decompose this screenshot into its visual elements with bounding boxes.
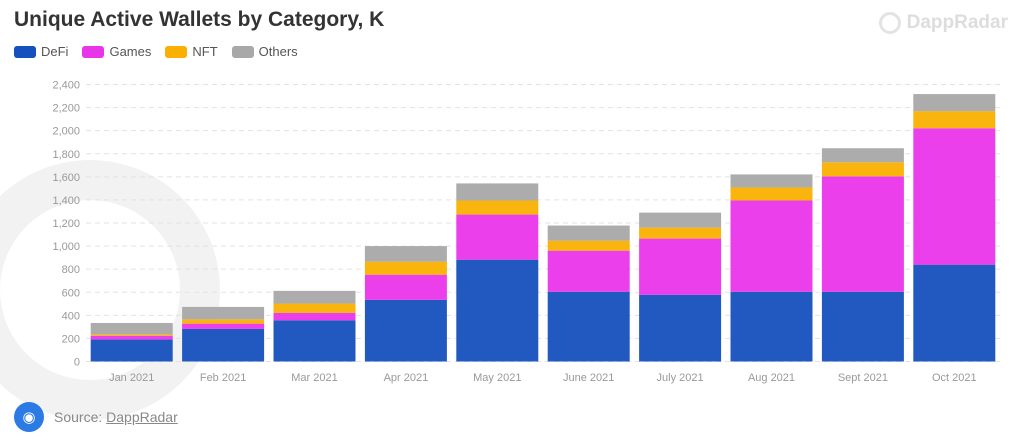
bar-others[interactable] bbox=[182, 306, 265, 320]
legend-label: Others bbox=[258, 44, 298, 59]
bar-games[interactable] bbox=[364, 274, 447, 300]
y-tick-label: 1,000 bbox=[52, 241, 80, 253]
y-tick-label: 1,400 bbox=[52, 195, 80, 207]
bar-defi[interactable] bbox=[456, 259, 539, 362]
legend-item-others[interactable]: Others bbox=[231, 44, 298, 59]
x-tick-label: Sept 2021 bbox=[838, 372, 888, 384]
bar-defi[interactable] bbox=[364, 299, 447, 362]
watermark-shape bbox=[0, 160, 220, 420]
bar-others[interactable] bbox=[456, 183, 539, 201]
bar-nft[interactable] bbox=[90, 334, 173, 336]
x-tick-label: Feb 2021 bbox=[200, 372, 246, 384]
bar-others[interactable] bbox=[547, 225, 630, 241]
legend-swatch bbox=[14, 45, 36, 58]
bar-games[interactable] bbox=[90, 335, 173, 340]
bar-others[interactable] bbox=[913, 94, 996, 112]
brand-name: DappRadar bbox=[906, 12, 1008, 33]
y-tick-label: 0 bbox=[74, 357, 80, 369]
x-tick-label: July 2021 bbox=[657, 372, 704, 384]
x-tick-label: Mar 2021 bbox=[291, 372, 337, 384]
y-tick-label: 2,200 bbox=[52, 103, 80, 115]
bar-defi[interactable] bbox=[547, 291, 630, 362]
bar-others[interactable] bbox=[273, 290, 356, 304]
x-tick-label: Oct 2021 bbox=[932, 372, 977, 384]
bar-others[interactable] bbox=[821, 148, 904, 163]
x-tick-label: June 2021 bbox=[563, 372, 614, 384]
dappradar-logo-icon: ◉ bbox=[14, 402, 44, 432]
bar-defi[interactable] bbox=[273, 320, 356, 362]
y-tick-label: 200 bbox=[62, 333, 80, 345]
y-tick-label: 400 bbox=[62, 310, 80, 322]
y-tick-label: 1,200 bbox=[52, 218, 80, 230]
legend-label: DeFi bbox=[41, 44, 69, 59]
bar-games[interactable] bbox=[913, 128, 996, 265]
bar-defi[interactable] bbox=[90, 339, 173, 362]
bar-nft[interactable] bbox=[456, 200, 539, 215]
x-tick-label: Jan 2021 bbox=[109, 372, 154, 384]
bar-nft[interactable] bbox=[182, 319, 265, 324]
bar-nft[interactable] bbox=[913, 111, 996, 129]
bar-nft[interactable] bbox=[364, 261, 447, 275]
bar-defi[interactable] bbox=[639, 294, 722, 362]
bar-games[interactable] bbox=[547, 250, 630, 292]
legend-swatch bbox=[82, 45, 105, 58]
legend-item-games[interactable]: Games bbox=[82, 44, 151, 59]
x-tick-label: Aug 2021 bbox=[748, 372, 795, 384]
bar-defi[interactable] bbox=[913, 264, 996, 362]
bar-defi[interactable] bbox=[182, 328, 265, 362]
x-tick-label: May 2021 bbox=[473, 372, 521, 384]
bar-nft[interactable] bbox=[639, 227, 722, 239]
legend-item-defi[interactable]: DeFi bbox=[14, 44, 68, 59]
source-label: Source: bbox=[54, 409, 103, 425]
legend: DeFi Games NFT Others bbox=[14, 44, 298, 59]
bar-nft[interactable] bbox=[273, 303, 356, 313]
bar-nft[interactable] bbox=[547, 240, 630, 251]
y-tick-label: 1,600 bbox=[52, 172, 80, 184]
y-tick-label: 2,000 bbox=[52, 126, 80, 138]
brand-watermark: DappRadar bbox=[878, 12, 1008, 34]
bar-others[interactable] bbox=[730, 174, 813, 188]
bar-games[interactable] bbox=[821, 176, 904, 292]
y-tick-label: 800 bbox=[62, 264, 80, 276]
bar-defi[interactable] bbox=[730, 291, 813, 362]
bar-nft[interactable] bbox=[730, 187, 813, 201]
bar-defi[interactable] bbox=[821, 291, 904, 362]
legend-item-nft[interactable]: NFT bbox=[165, 44, 218, 59]
bar-games[interactable] bbox=[730, 200, 813, 292]
bar-others[interactable] bbox=[639, 212, 722, 228]
source-link[interactable]: DappRadar bbox=[106, 409, 178, 425]
y-tick-label: 600 bbox=[62, 287, 80, 299]
legend-swatch bbox=[165, 45, 188, 58]
bar-games[interactable] bbox=[273, 312, 356, 321]
x-tick-label: Apr 2021 bbox=[384, 372, 429, 384]
bar-games[interactable] bbox=[456, 214, 539, 260]
bar-others[interactable] bbox=[90, 322, 173, 335]
bar-others[interactable] bbox=[364, 246, 447, 262]
legend-label: NFT bbox=[192, 44, 218, 59]
y-tick-label: 2,400 bbox=[52, 80, 80, 92]
source: ◉ Source: DappRadar bbox=[14, 402, 178, 432]
bar-games[interactable] bbox=[639, 238, 722, 295]
bar-games[interactable] bbox=[182, 323, 265, 329]
legend-label: Games bbox=[109, 44, 152, 59]
legend-swatch bbox=[231, 45, 254, 58]
bar-nft[interactable] bbox=[821, 162, 904, 177]
chart-title: Unique Active Wallets by Category, K bbox=[14, 8, 385, 31]
y-tick-label: 1,800 bbox=[52, 149, 80, 161]
dappradar-logo-icon bbox=[878, 12, 901, 34]
